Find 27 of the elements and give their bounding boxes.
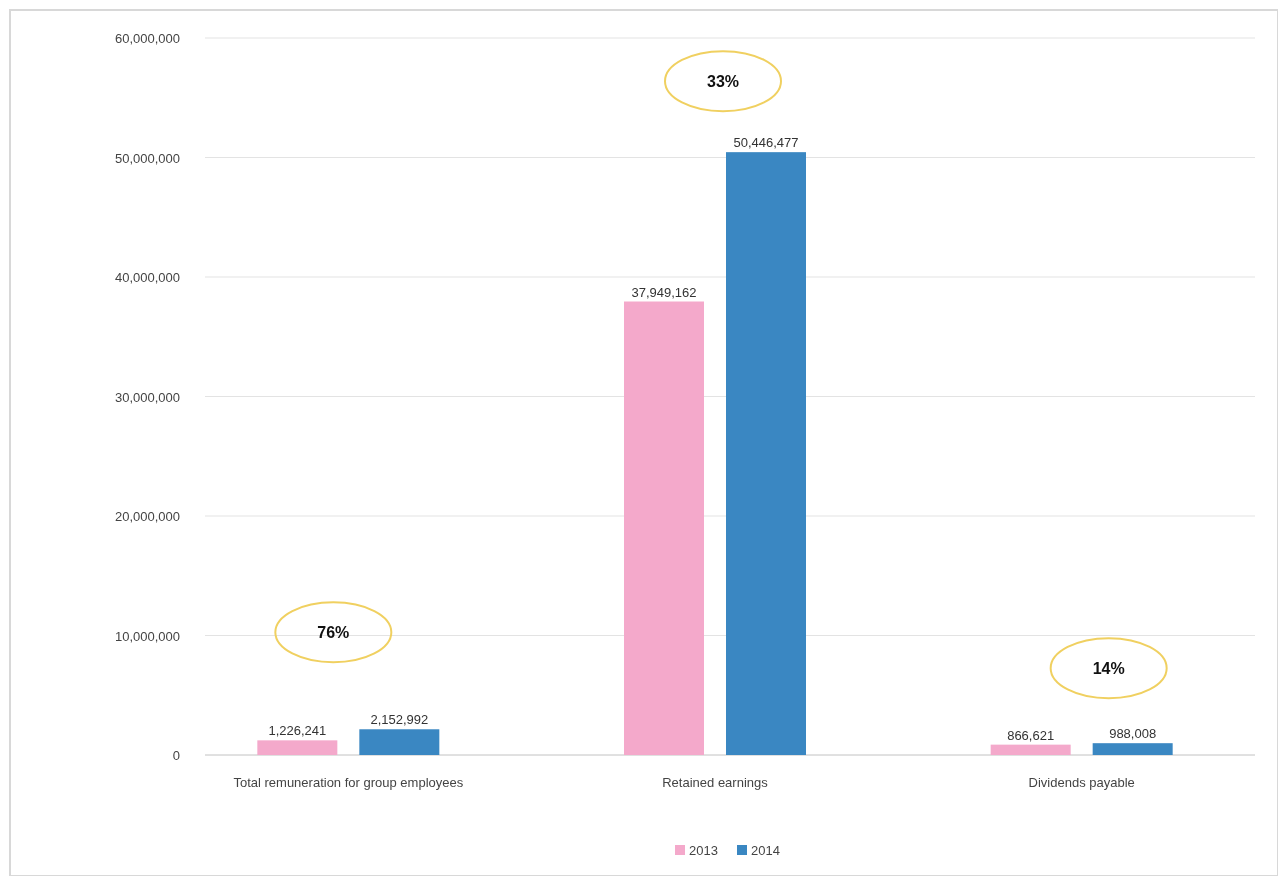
legend-label: 2014: [751, 843, 780, 858]
data-label: 50,446,477: [733, 135, 799, 151]
x-tick-label: Dividends payable: [1028, 775, 1135, 790]
bar: [257, 740, 338, 755]
x-tick-label: Total remuneration for group employees: [233, 775, 464, 790]
bar: [359, 729, 440, 755]
y-tick-label: 50,000,000: [114, 150, 180, 166]
data-label: 988,008: [1109, 726, 1157, 742]
y-tick-label: 10,000,000: [114, 628, 180, 644]
data-label: 37,949,162: [631, 284, 697, 300]
y-tick-label: 60,000,000: [114, 31, 180, 46]
data-label: 1,226,241: [268, 723, 327, 739]
data-label: 2,152,992: [370, 712, 429, 728]
bar: [624, 301, 704, 755]
y-tick-label: 0: [172, 748, 180, 763]
annotation: 14%: [1092, 660, 1125, 678]
annotation: 33%: [706, 73, 740, 91]
bar: [990, 744, 1071, 755]
legend-label: 2013: [689, 843, 718, 858]
y-tick-label: 20,000,000: [114, 509, 180, 524]
bar: [1092, 743, 1173, 755]
data-label: 866,621: [1007, 727, 1055, 743]
y-tick-label: 30,000,000: [114, 389, 180, 405]
x-tick-label: Retained earnings: [662, 775, 769, 790]
bar: [726, 152, 806, 755]
y-tick-label: 40,000,000: [114, 270, 180, 285]
annotation: 76%: [317, 624, 350, 642]
